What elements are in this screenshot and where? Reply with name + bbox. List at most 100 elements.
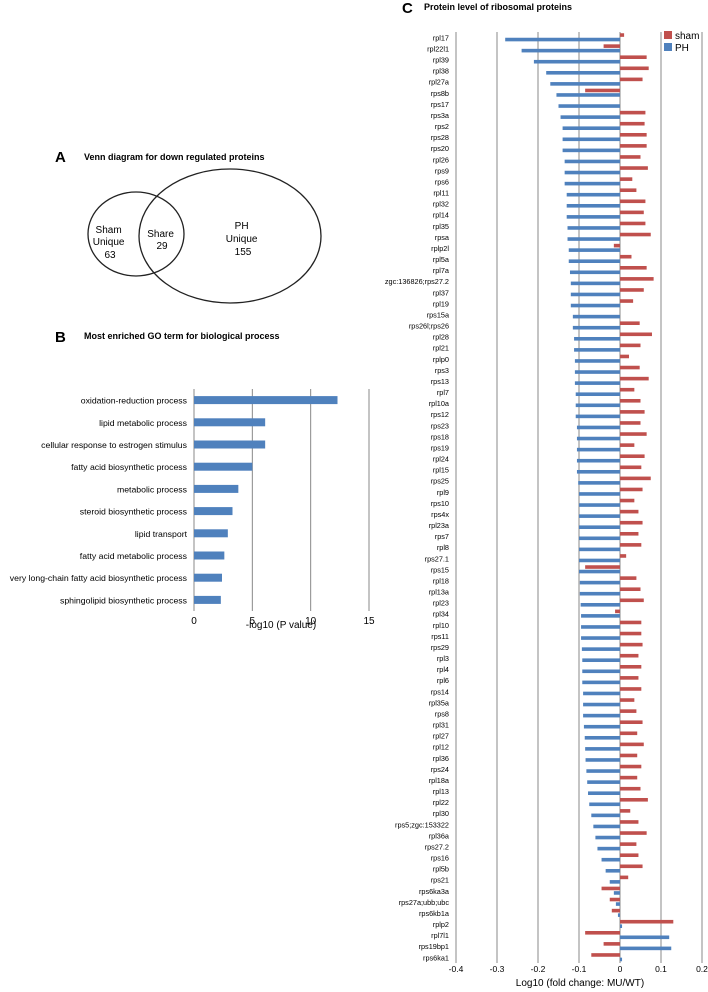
c-category-label: rpl15 — [433, 466, 449, 475]
c-bar-sham — [620, 454, 645, 459]
legend-label-sham: sham — [675, 31, 699, 42]
panel-c-xlabel: Log10 (fold change: MU/WT) — [516, 978, 644, 989]
c-bar-ph — [560, 115, 620, 119]
venn-ph-label: PH Unique 155 — [226, 221, 260, 258]
c-category-label: rps10 — [431, 499, 449, 508]
c-bar-sham — [603, 44, 620, 48]
venn-sham-label: Sham Unique 63 — [93, 225, 127, 261]
c-bar-sham — [620, 842, 637, 846]
c-category-label: rps6ka3a — [419, 887, 450, 896]
c-bar-sham — [620, 664, 642, 669]
c-bar-sham — [585, 930, 620, 935]
c-bar-sham — [620, 232, 651, 237]
c-bar-sham — [620, 432, 647, 436]
c-bar-ph — [566, 192, 620, 197]
c-bar-ph — [567, 237, 620, 241]
c-tick-label: 0.1 — [655, 964, 667, 974]
c-category-label: rps2 — [435, 122, 449, 131]
c-bar-ph — [569, 270, 620, 275]
b-category-label: lipid transport — [135, 529, 188, 539]
c-bar-sham — [620, 531, 639, 536]
c-bar-sham — [620, 166, 648, 170]
c-tick-label: -0.2 — [531, 964, 546, 974]
c-bar-ph — [570, 281, 620, 286]
c-bar-ph — [595, 835, 620, 840]
c-bar-ph — [556, 93, 620, 97]
c-category-label: rpl7a — [433, 266, 450, 275]
b-bar — [194, 551, 225, 560]
c-bar-sham — [620, 332, 652, 337]
c-bar-sham — [620, 554, 627, 558]
c-bar-sham — [620, 820, 639, 824]
c-bar-sham — [620, 709, 637, 713]
c-category-label: rps14 — [431, 687, 449, 696]
c-bar-sham — [620, 343, 641, 348]
c-bar-sham — [620, 77, 643, 82]
b-bar — [194, 462, 253, 471]
c-bar-ph — [575, 414, 620, 419]
b-bar — [194, 396, 338, 405]
c-bar-sham — [620, 443, 635, 447]
c-bar-ph — [582, 680, 620, 685]
c-category-label: rpl23a — [429, 521, 450, 530]
c-bar-sham — [620, 144, 647, 148]
c-bar-ph — [570, 292, 620, 297]
c-bar-sham — [585, 88, 620, 93]
c-category-label: rplp0 — [433, 355, 449, 364]
c-category-label: rpl10a — [429, 399, 450, 408]
c-category-label: rpl23 — [433, 599, 449, 608]
c-category-label: rpl18a — [429, 776, 450, 785]
c-bar-sham — [620, 620, 642, 625]
c-bar-sham — [620, 831, 647, 835]
c-bar-ph — [578, 481, 620, 485]
c-bar-sham — [620, 498, 635, 503]
c-bar-ph — [620, 924, 623, 929]
b-category-label: cellular response to estrogen stimulus — [41, 440, 187, 450]
c-bar-ph — [593, 824, 620, 829]
c-bar-sham — [620, 121, 645, 126]
c-category-label: rps18 — [431, 432, 449, 441]
c-category-label: rpl37 — [433, 288, 449, 297]
c-bar-ph — [582, 669, 620, 674]
c-bar-sham — [620, 265, 647, 270]
c-category-label: rpl30 — [433, 809, 449, 818]
c-bar-ph — [591, 813, 620, 818]
c-bar-ph — [587, 780, 620, 784]
c-bar-sham — [620, 177, 633, 181]
c-bar-ph — [586, 769, 620, 773]
c-bar-sham — [601, 886, 620, 891]
c-bar-sham — [620, 698, 635, 702]
c-category-label: rpl27a — [429, 78, 450, 87]
c-bar-sham — [620, 731, 638, 736]
panel-c-title: Protein level of ribosomal proteins — [424, 2, 572, 12]
c-bar-ph — [620, 935, 670, 940]
c-category-label: rpl13 — [433, 787, 449, 796]
c-bar-ph — [564, 159, 620, 164]
c-bar-sham — [620, 720, 643, 725]
panel-a-letter: A — [55, 149, 66, 166]
c-bar-sham — [620, 642, 643, 647]
b-category-label: steroid biosynthetic process — [80, 507, 188, 517]
c-category-label: rpl18 — [433, 576, 449, 585]
b-category-label: lipid metabolic process — [99, 418, 188, 428]
c-category-label: rpl5a — [433, 255, 450, 264]
b-bar — [194, 418, 266, 427]
legend: sham PH — [664, 31, 699, 54]
c-bar-ph — [574, 348, 620, 352]
c-category-label: rps6ka1 — [423, 953, 449, 962]
c-category-label: rpsa — [435, 233, 450, 242]
c-bar-sham — [620, 786, 641, 791]
c-category-label: rpl6 — [437, 676, 449, 685]
c-bar-sham — [620, 210, 644, 215]
c-category-label: rpl36a — [429, 831, 450, 840]
c-category-label: rps11 — [431, 632, 449, 641]
c-category-label: rpl22l1 — [427, 44, 449, 53]
c-bar-ph — [588, 791, 620, 796]
c-bar-ph — [575, 403, 620, 408]
b-tick-label: 0 — [191, 616, 197, 627]
venn-set-sham — [87, 191, 185, 277]
panel-a: A Venn diagram for down regulated protei… — [55, 149, 322, 304]
c-bar-sham — [620, 631, 642, 636]
c-bar-ph — [558, 104, 620, 108]
c-category-label: rps8 — [435, 709, 449, 718]
